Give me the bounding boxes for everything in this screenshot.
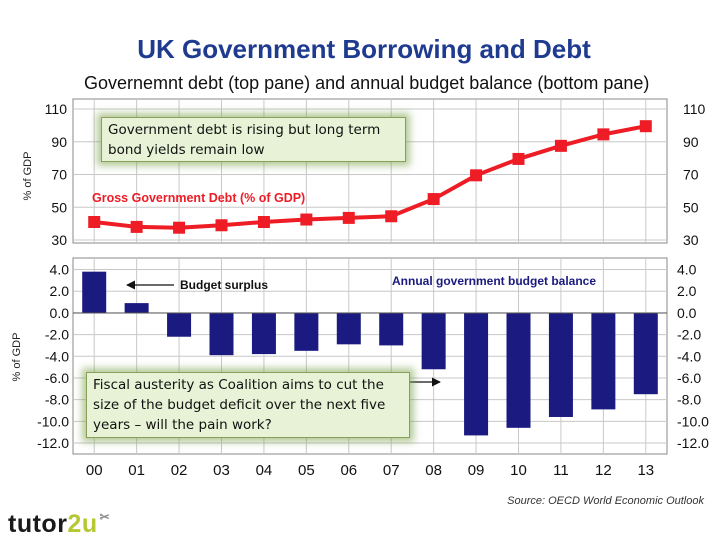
x-tick-label: 04	[256, 462, 273, 479]
x-tick-label: 09	[468, 462, 485, 479]
top-y-tick-left: 90	[51, 134, 67, 150]
bottom-y-tick-right: 0.0	[677, 305, 697, 321]
top-y-tick-left: 30	[51, 232, 67, 248]
top-y-tick-left: 50	[51, 199, 67, 215]
top-y-tick-left: 70	[51, 167, 67, 183]
budget-bar	[548, 312, 573, 417]
bottom-y-tick-left: 2.0	[50, 283, 70, 299]
tutor2u-logo: tutor2u ✂	[8, 510, 111, 538]
top-y-tick-right: 30	[683, 232, 699, 248]
chart-subtitle: Governemnt debt (top pane) and annual bu…	[84, 73, 650, 93]
top-y-tick-labels: 30 30 50 50 70 70 90 90 110 110	[45, 101, 706, 248]
budget-surplus-label: Budget surplus	[180, 278, 268, 292]
debt-series	[88, 120, 652, 234]
top-y-tick-right: 90	[683, 134, 699, 150]
budget-bar	[633, 312, 658, 395]
budget-bar	[591, 312, 616, 410]
budget-bar	[421, 312, 446, 370]
bottom-y-axis-label: % of GDP	[11, 333, 23, 382]
budget-bar	[336, 312, 361, 345]
bottom-y-tick-left: -6.0	[45, 370, 69, 386]
top-y-axis-label: % of GDP	[22, 152, 34, 201]
bottom-y-tick-right: -12.0	[677, 435, 709, 451]
budget-bars	[82, 271, 658, 436]
top-y-tick-left: 110	[45, 101, 68, 117]
bottom-y-tick-left: 4.0	[50, 262, 70, 278]
debt-point	[300, 213, 313, 226]
debt-annotation: Government debt is rising but long term …	[101, 117, 406, 162]
debt-point	[88, 215, 101, 228]
debt-point	[597, 128, 610, 141]
x-tick-label: 02	[171, 462, 188, 479]
budget-bar	[251, 312, 276, 355]
budget-balance-label: Annual government budget balance	[392, 274, 596, 288]
x-tick-label: 05	[298, 462, 315, 479]
x-tick-label: 11	[553, 462, 569, 479]
debt-point	[130, 220, 143, 233]
x-tick-label: 07	[383, 462, 400, 479]
bottom-y-tick-right: 4.0	[677, 262, 697, 278]
bottom-y-tick-labels: 4.0 4.0 2.0 2.0 0.0 0.0 -2.0 -2.0 -4.0 -4.0 -6.0 -6…	[37, 262, 709, 452]
x-tick-label: 12	[595, 462, 612, 479]
debt-point	[385, 210, 398, 223]
x-tick-labels: 00 01 02 03 04 05 06 07 08 09 10 11 12 13	[86, 462, 654, 479]
debt-series-label: Gross Government Debt (% of GDP)	[92, 191, 305, 205]
x-tick-label: 08	[425, 462, 442, 479]
x-tick-label: 00	[86, 462, 103, 479]
x-tick-label: 06	[340, 462, 357, 479]
bottom-y-tick-right: -2.0	[677, 327, 701, 343]
budget-bar	[294, 312, 319, 351]
budget-bar	[209, 312, 234, 356]
debt-point	[342, 211, 355, 224]
source-note: Source: OECD World Economic Outlook	[507, 495, 704, 507]
budget-bar	[124, 303, 149, 313]
budget-bar	[379, 312, 404, 346]
top-y-tick-right: 70	[683, 167, 699, 183]
bottom-y-tick-right: -6.0	[677, 370, 701, 386]
bottom-y-tick-right: -10.0	[677, 413, 709, 429]
bottom-y-tick-left: -12.0	[37, 435, 69, 451]
budget-bar	[82, 271, 107, 313]
x-tick-label: 03	[213, 462, 230, 479]
top-y-tick-right: 110	[683, 101, 706, 117]
bottom-y-tick-left: 0.0	[50, 305, 70, 321]
scissors-icon: ✂	[99, 510, 111, 524]
x-tick-label: 13	[637, 462, 654, 479]
debt-point	[470, 169, 483, 182]
bottom-y-tick-right: 2.0	[677, 283, 697, 299]
budget-bar	[506, 312, 531, 428]
x-tick-label: 01	[128, 462, 145, 479]
bottom-y-tick-left: -8.0	[45, 392, 69, 408]
debt-point	[512, 152, 525, 165]
debt-point	[427, 193, 440, 206]
debt-point	[554, 139, 567, 152]
bottom-y-tick-right: -8.0	[677, 392, 701, 408]
x-tick-label: 10	[510, 462, 527, 479]
debt-point	[257, 215, 270, 228]
debt-point	[173, 221, 186, 234]
debt-point	[215, 219, 228, 232]
bottom-y-tick-left: -2.0	[45, 327, 69, 343]
austerity-annotation: Fiscal austerity as Coalition aims to cu…	[86, 372, 410, 438]
bottom-y-tick-right: -4.0	[677, 348, 701, 364]
top-y-tick-right: 50	[683, 199, 699, 215]
budget-bar	[464, 312, 489, 436]
budget-bar	[167, 312, 192, 337]
chart-title: UK Government Borrowing and Debt	[137, 34, 591, 64]
debt-line-path	[93, 124, 647, 230]
bottom-y-tick-left: -10.0	[37, 413, 69, 429]
debt-point	[639, 120, 652, 133]
bottom-y-tick-left: -4.0	[45, 348, 69, 364]
